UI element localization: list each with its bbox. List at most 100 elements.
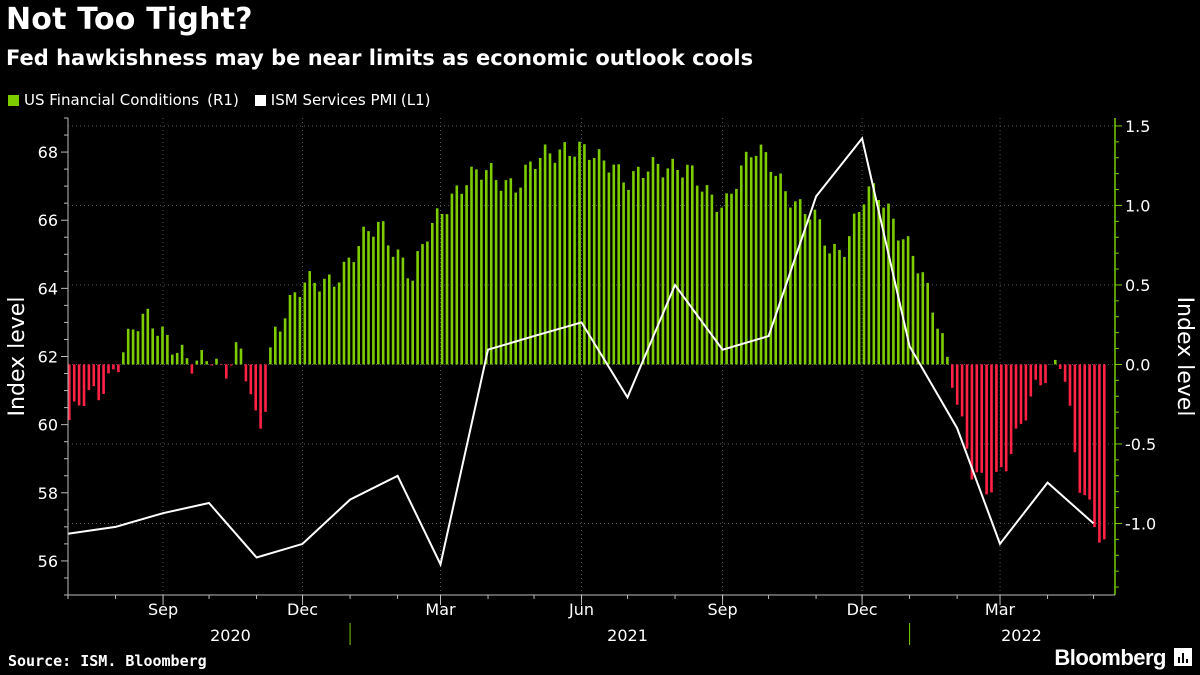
left-axis-tick-label-2: 60 — [38, 416, 58, 435]
bar-financial-conditions-5 — [92, 364, 96, 387]
bar-financial-conditions-3 — [82, 364, 86, 406]
bar-financial-conditions-25 — [190, 364, 194, 374]
x-axis-tick-label-2: Mar — [425, 600, 456, 619]
bar-financial-conditions-160 — [852, 213, 856, 365]
bar-financial-conditions-147 — [789, 207, 792, 365]
year-label-1: 2021 — [607, 626, 648, 645]
bar-financial-conditions-139 — [749, 157, 753, 365]
bar-financial-conditions-204 — [1068, 364, 1072, 406]
bar-financial-conditions-88 — [499, 190, 503, 365]
bar-financial-conditions-161 — [857, 212, 861, 365]
bar-financial-conditions-17 — [151, 328, 154, 365]
bar-financial-conditions-48 — [303, 282, 307, 365]
bar-financial-conditions-112 — [617, 164, 620, 365]
left-axis-title: Index level — [5, 297, 30, 417]
bar-financial-conditions-132 — [715, 211, 719, 365]
bar-financial-conditions-51 — [318, 291, 321, 365]
bar-financial-conditions-155 — [828, 253, 831, 365]
bar-financial-conditions-130 — [705, 185, 709, 365]
bar-financial-conditions-94 — [529, 161, 532, 365]
bar-financial-conditions-182 — [960, 364, 964, 417]
bar-financial-conditions-113 — [622, 182, 625, 365]
bar-financial-conditions-164 — [872, 183, 876, 365]
right-axis-tick-label-3: 0.5 — [1125, 276, 1150, 295]
bar-financial-conditions-170 — [901, 239, 905, 365]
bar-financial-conditions-165 — [877, 200, 880, 365]
legend-swatch-financial-conditions — [8, 94, 19, 106]
bar-financial-conditions-14 — [136, 331, 140, 365]
bar-financial-conditions-86 — [489, 163, 493, 365]
bar-financial-conditions-56 — [342, 261, 346, 365]
bar-financial-conditions-131 — [710, 194, 714, 365]
bar-financial-conditions-206 — [1078, 364, 1082, 493]
bar-financial-conditions-138 — [744, 151, 748, 365]
bar-financial-conditions-162 — [862, 204, 866, 365]
bar-financial-conditions-179 — [946, 356, 949, 365]
legend-swatch-ism-services — [254, 94, 266, 106]
left-axis-tick-label-1: 58 — [38, 484, 58, 503]
bar-financial-conditions-133 — [720, 207, 723, 365]
bar-financial-conditions-148 — [794, 201, 797, 365]
right-axis-tick-label-0: -1.0 — [1125, 514, 1156, 533]
bar-financial-conditions-153 — [818, 219, 822, 365]
bar-financial-conditions-46 — [293, 292, 297, 365]
bar-financial-conditions-80 — [460, 193, 463, 365]
bar-financial-conditions-68 — [401, 257, 405, 365]
legend-axis-ism-services: (L1) — [400, 91, 431, 109]
bar-financial-conditions-2 — [77, 364, 81, 406]
source-note: Source: ISM. Bloomberg — [8, 652, 207, 670]
bar-financial-conditions-81 — [465, 185, 468, 365]
bar-financial-conditions-120 — [656, 163, 660, 365]
bar-financial-conditions-136 — [735, 188, 738, 365]
bar-financial-conditions-99 — [553, 162, 557, 365]
bar-financial-conditions-196 — [1029, 364, 1033, 397]
bar-financial-conditions-186 — [980, 364, 983, 473]
bar-financial-conditions-41 — [269, 347, 272, 365]
bar-financial-conditions-117 — [641, 178, 645, 365]
bar-financial-conditions-85 — [485, 170, 488, 365]
bar-financial-conditions-121 — [661, 177, 665, 365]
bar-financial-conditions-20 — [166, 335, 169, 365]
bar-financial-conditions-95 — [534, 169, 537, 365]
bar-financial-conditions-152 — [813, 209, 817, 365]
x-axis-tick-label-3: Jun — [568, 600, 594, 619]
bar-financial-conditions-7 — [102, 364, 105, 394]
x-axis-tick-label-6: Mar — [985, 600, 1016, 619]
bar-financial-conditions-144 — [774, 175, 777, 365]
left-axis-tick-label-6: 68 — [38, 143, 58, 162]
bar-financial-conditions-50 — [313, 282, 316, 365]
bar-financial-conditions-26 — [195, 360, 199, 365]
bar-financial-conditions-38 — [254, 364, 257, 411]
bar-financial-conditions-172 — [911, 255, 915, 365]
x-axis-tick-label-5: Dec — [847, 600, 878, 619]
bar-financial-conditions-73 — [426, 241, 429, 365]
bar-financial-conditions-79 — [455, 185, 459, 365]
bar-financial-conditions-137 — [740, 165, 743, 365]
bar-financial-conditions-184 — [970, 364, 974, 480]
bar-financial-conditions-54 — [332, 286, 336, 365]
x-axis-tick-label-4: Sep — [707, 600, 737, 619]
bar-financial-conditions-207 — [1083, 364, 1086, 496]
bar-financial-conditions-34 — [234, 342, 238, 365]
bar-financial-conditions-104 — [578, 141, 581, 365]
bar-financial-conditions-107 — [592, 158, 596, 365]
line-ism-services-pmi — [67, 136, 1095, 568]
bar-financial-conditions-31 — [220, 364, 223, 365]
bar-financial-conditions-40 — [264, 364, 267, 412]
bar-financial-conditions-87 — [494, 180, 498, 365]
bar-financial-conditions-60 — [362, 226, 365, 365]
bar-financial-conditions-93 — [524, 164, 527, 365]
bar-financial-conditions-62 — [372, 236, 375, 365]
bar-financial-conditions-158 — [843, 256, 846, 365]
bar-financial-conditions-32 — [225, 364, 228, 379]
bar-financial-conditions-116 — [637, 166, 640, 365]
bar-financial-conditions-47 — [298, 297, 302, 365]
bar-financial-conditions-59 — [357, 246, 360, 365]
bar-financial-conditions-180 — [951, 364, 954, 388]
bar-financial-conditions-157 — [838, 249, 841, 365]
bar-financial-conditions-45 — [288, 295, 292, 365]
bar-financial-conditions-175 — [926, 282, 929, 365]
legend-item-ism-services: ISM Services PMI (L1) — [254, 91, 431, 109]
bar-financial-conditions-201 — [1054, 359, 1057, 365]
bar-financial-conditions-129 — [700, 191, 704, 365]
